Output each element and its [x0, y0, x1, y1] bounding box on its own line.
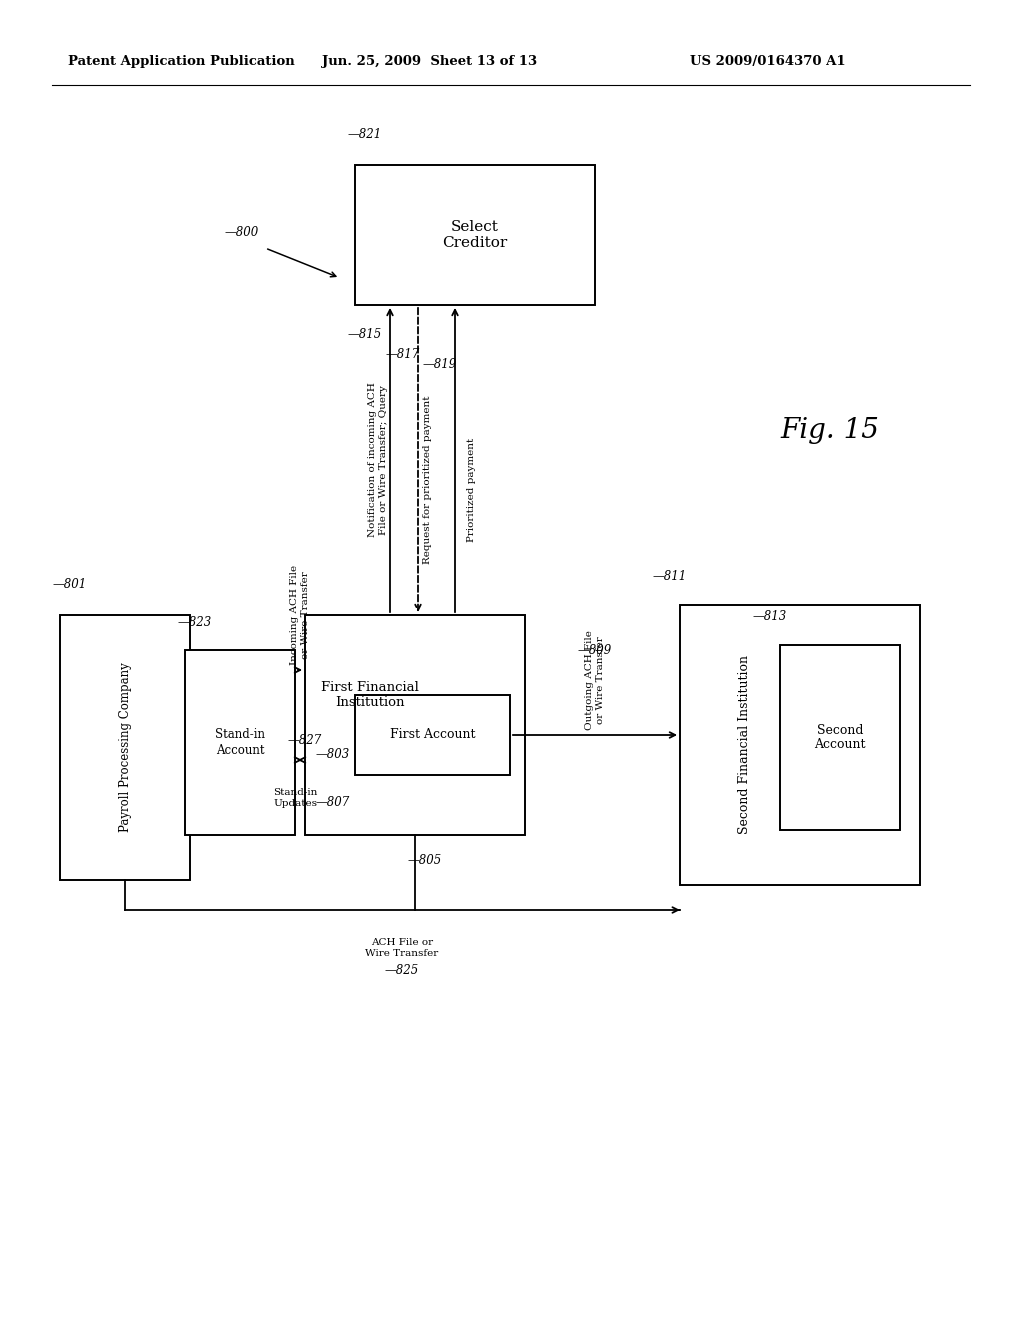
Text: Outgoing ACH File
or Wire Transfer: Outgoing ACH File or Wire Transfer: [586, 630, 605, 730]
Text: Second
Account: Second Account: [814, 723, 865, 751]
Bar: [60, 615, 190, 880]
Text: Stand-in
Account: Stand-in Account: [215, 729, 265, 756]
Text: —817: —817: [386, 348, 420, 362]
Text: —805: —805: [408, 854, 442, 866]
Text: —821: —821: [348, 128, 382, 141]
Text: Jun. 25, 2009  Sheet 13 of 13: Jun. 25, 2009 Sheet 13 of 13: [323, 55, 538, 69]
Text: Patent Application Publication: Patent Application Publication: [68, 55, 295, 69]
Text: —807: —807: [315, 796, 350, 809]
Text: —801: —801: [53, 578, 87, 591]
Text: Notification of incoming ACH
File or Wire Transfer; Query: Notification of incoming ACH File or Wir…: [369, 383, 388, 537]
Text: Stand-in
Updates: Stand-in Updates: [272, 788, 317, 808]
Text: —815: —815: [348, 329, 382, 342]
Bar: [305, 615, 525, 836]
Text: —823: —823: [178, 615, 212, 628]
Text: Prioritized payment: Prioritized payment: [468, 438, 476, 543]
Text: —809: —809: [578, 644, 612, 656]
Text: —803: —803: [315, 748, 350, 762]
Text: Request for prioritized payment: Request for prioritized payment: [424, 396, 432, 564]
Text: First Account: First Account: [390, 729, 475, 742]
Text: Incoming ACH File
or Wire Transfer: Incoming ACH File or Wire Transfer: [290, 565, 309, 665]
Bar: [185, 649, 295, 836]
Text: —819: —819: [423, 359, 457, 371]
Text: ACH File or
Wire Transfer: ACH File or Wire Transfer: [366, 939, 438, 958]
Bar: [355, 165, 595, 305]
Text: Select
Creditor: Select Creditor: [442, 220, 508, 249]
Text: —813: —813: [753, 610, 787, 623]
Bar: [355, 696, 510, 775]
Bar: [680, 605, 920, 884]
Text: First Financial
Institution: First Financial Institution: [322, 681, 419, 709]
Text: —825: —825: [385, 964, 419, 977]
Text: —800: —800: [225, 227, 259, 239]
Text: Payroll Processing Company: Payroll Processing Company: [119, 663, 131, 833]
Text: —827: —827: [288, 734, 323, 747]
Text: Fig. 15: Fig. 15: [780, 417, 880, 444]
Text: —811: —811: [653, 570, 687, 583]
Text: US 2009/0164370 A1: US 2009/0164370 A1: [690, 55, 846, 69]
Text: Second Financial Institution: Second Financial Institution: [738, 656, 752, 834]
Bar: [780, 645, 900, 830]
